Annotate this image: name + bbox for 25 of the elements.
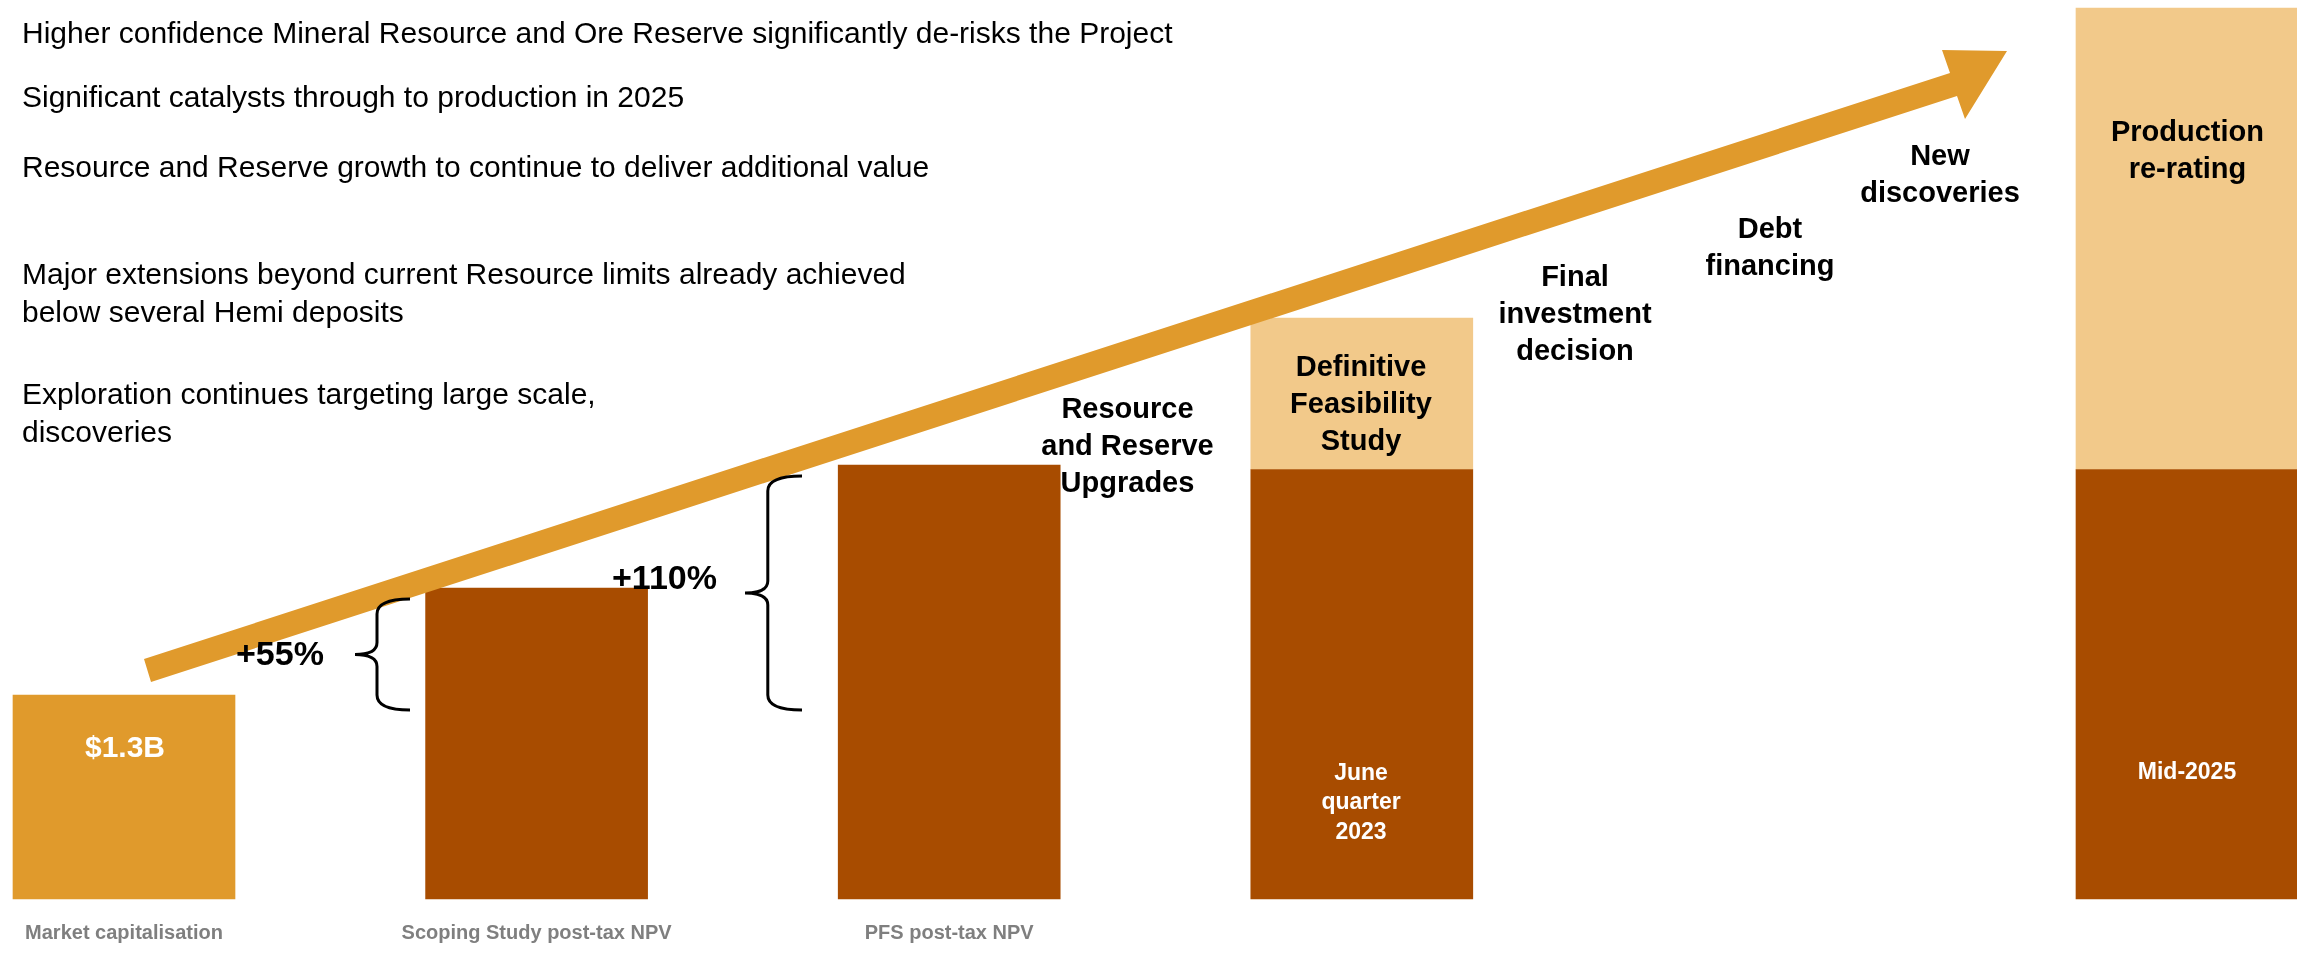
annotation: New discoveries [1859, 138, 2021, 211]
x-tick-label: Market capitalisation [25, 920, 223, 943]
annotation: Production re-rating [2109, 114, 2265, 187]
annotation: Resource and Reserve Upgrades [1040, 391, 1215, 501]
bar [12, 694, 236, 900]
bar [2075, 7, 2297, 470]
annotation: +110% [612, 557, 718, 598]
annotation: Exploration continues targeting large scale, discoveries [22, 376, 597, 451]
x-tick-label: PFS post-tax NPV [864, 920, 1035, 943]
annotation: Debt financing [1704, 211, 1836, 284]
annotation: Final investment decision [1497, 259, 1653, 369]
bar [2075, 469, 2297, 900]
annotation: June quarter 2023 [1320, 758, 1402, 846]
annotation: Higher confidence Mineral Resource and Ore Reserve significantly de-risks the Project [22, 15, 1174, 51]
annotation: Significant catalysts through to production in 2025 [22, 79, 686, 115]
bar [425, 587, 648, 900]
annotation: Major extensions beyond current Resource limits already achieved below several Hemi deposits [22, 256, 907, 331]
annotation: Resource and Reserve growth to continue to deliver additional value [22, 149, 931, 185]
annotation: $1.3B [83, 729, 167, 765]
annotation: Definitive Feasibility Study [1289, 349, 1433, 459]
bar [1250, 469, 1474, 900]
bar [837, 464, 1061, 900]
annotation: Mid-2025 [2136, 757, 2238, 786]
x-tick-label: Scoping Study post-tax NPV [401, 920, 673, 943]
annotation: +55% [236, 633, 325, 674]
